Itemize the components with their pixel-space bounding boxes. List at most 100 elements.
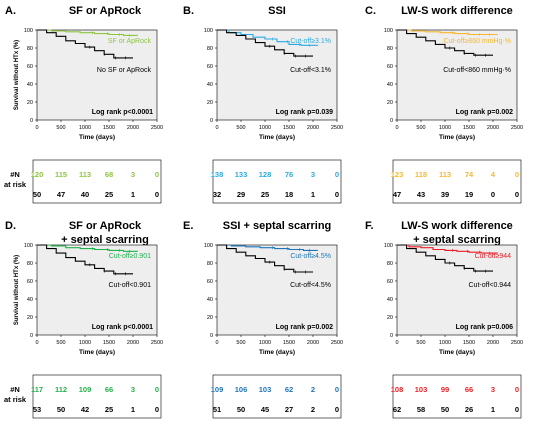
panel-letter: E. <box>183 220 193 232</box>
x-tick-label: 1500 <box>283 340 295 346</box>
risk-count: 0 <box>515 170 519 179</box>
y-tick-label: 100 <box>384 28 393 34</box>
x-tick-label: 0 <box>395 340 398 346</box>
x-tick-label: 1000 <box>79 125 91 131</box>
risk-count: 50 <box>33 190 41 199</box>
y-tick-label: 80 <box>27 261 33 267</box>
x-tick-label: 1500 <box>463 340 475 346</box>
risk-count: 117 <box>31 385 43 394</box>
risk-count: 3 <box>311 170 315 179</box>
km-curve-low <box>37 29 133 59</box>
risk-count: 138 <box>211 170 224 179</box>
y-axis-label: Survival without HTx (%) <box>14 255 20 325</box>
risk-count: 120 <box>31 170 44 179</box>
y-tick-label: 60 <box>27 279 33 285</box>
y-tick-label: 60 <box>387 279 393 285</box>
series-label-low: Cut-off<3.1% <box>290 67 331 74</box>
series-label-low: Cut-off<0.901 <box>109 282 152 289</box>
x-tick-label: 2000 <box>307 125 319 131</box>
series-label-low: Cut-off<860 mmHg·% <box>443 67 511 74</box>
panel-title: + septal scarring <box>413 234 501 246</box>
risk-label-line1: #N <box>10 385 20 394</box>
risk-count: 109 <box>79 385 92 394</box>
logrank-text: Log rank p=0.039 <box>276 109 333 116</box>
risk-count: 0 <box>515 405 519 414</box>
risk-count: 103 <box>415 385 428 394</box>
y-tick-label: 60 <box>207 279 213 285</box>
y-tick-label: 0 <box>30 118 33 124</box>
risk-count: 45 <box>261 405 269 414</box>
panel-title: SSI <box>268 5 286 17</box>
risk-count: 106 <box>235 385 248 394</box>
x-axis-label: Time (days) <box>259 349 295 356</box>
risk-table <box>392 159 522 204</box>
y-tick-label: 0 <box>30 333 33 339</box>
series-label-high: SF or ApRock <box>108 38 152 45</box>
risk-count: 25 <box>105 405 113 414</box>
risk-label-line2: at risk <box>4 395 27 404</box>
risk-count: 50 <box>441 405 449 414</box>
y-tick-label: 40 <box>207 82 213 88</box>
y-tick-label: 0 <box>390 118 393 124</box>
y-tick-label: 20 <box>207 100 213 106</box>
y-tick-label: 60 <box>387 64 393 70</box>
x-tick-label: 2500 <box>151 340 163 346</box>
y-tick-label: 20 <box>27 100 33 106</box>
risk-count: 3 <box>131 170 135 179</box>
logrank-text: Log rank p<0.0001 <box>92 109 153 116</box>
risk-count: 1 <box>311 190 315 199</box>
x-tick-label: 500 <box>56 340 65 346</box>
x-tick-label: 1000 <box>439 340 451 346</box>
y-tick-label: 60 <box>27 64 33 70</box>
risk-count: 133 <box>235 170 248 179</box>
series-label-low: Cut-off<4.5% <box>290 282 331 289</box>
panel-letter: C. <box>365 5 376 17</box>
risk-count: 19 <box>465 190 473 199</box>
y-tick-label: 40 <box>387 82 393 88</box>
risk-table <box>212 159 342 204</box>
x-axis-label: Time (days) <box>79 134 115 141</box>
risk-count: 0 <box>335 405 339 414</box>
y-tick-label: 40 <box>27 82 33 88</box>
risk-count: 0 <box>515 385 519 394</box>
panel-title: LW-S work difference <box>401 220 513 232</box>
risk-count: 99 <box>441 385 449 394</box>
y-tick-label: 100 <box>204 28 213 34</box>
panel-title: SSI + septal scarring <box>223 220 332 232</box>
risk-count: 3 <box>491 385 495 394</box>
risk-count: 1 <box>491 405 495 414</box>
risk-count: 76 <box>285 170 293 179</box>
risk-count: 0 <box>491 190 495 199</box>
y-tick-label: 60 <box>207 64 213 70</box>
risk-count: 0 <box>335 385 339 394</box>
x-tick-label: 1000 <box>79 340 91 346</box>
risk-count: 1 <box>131 190 135 199</box>
y-tick-label: 40 <box>27 297 33 303</box>
risk-table <box>212 374 342 419</box>
panel-letter: F. <box>365 220 374 232</box>
risk-count: 42 <box>81 405 89 414</box>
series-label-high: Cut-off≥4.5% <box>290 253 331 260</box>
y-tick-label: 80 <box>387 46 393 52</box>
risk-count: 115 <box>55 170 67 179</box>
risk-label-line2: at risk <box>4 180 27 189</box>
risk-table <box>392 374 522 419</box>
x-tick-label: 500 <box>236 125 245 131</box>
risk-count: 0 <box>155 385 159 394</box>
km-curve-high <box>37 244 138 252</box>
panel-letter: B. <box>183 5 194 17</box>
x-axis-label: Time (days) <box>439 134 475 141</box>
risk-count: 123 <box>391 170 404 179</box>
y-tick-label: 80 <box>207 261 213 267</box>
risk-count: 113 <box>79 170 91 179</box>
y-tick-label: 20 <box>387 315 393 321</box>
risk-count: 0 <box>155 405 159 414</box>
y-tick-label: 0 <box>210 333 213 339</box>
risk-count: 18 <box>285 190 293 199</box>
y-tick-label: 100 <box>24 243 33 249</box>
y-tick-label: 80 <box>207 46 213 52</box>
